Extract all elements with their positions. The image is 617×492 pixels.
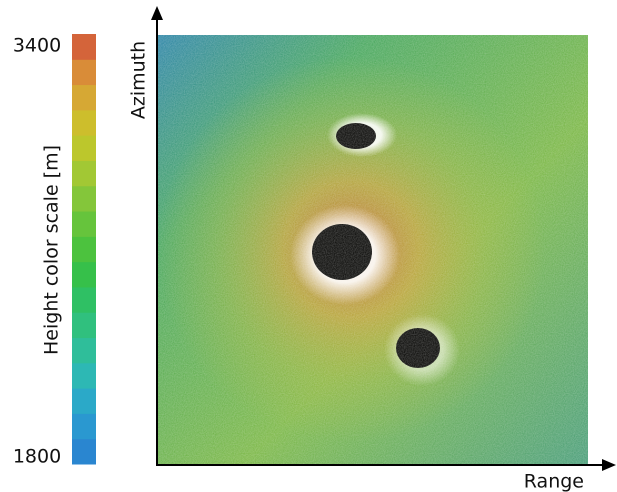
color-band (72, 388, 96, 414)
colorbar-min: 1800 (13, 446, 61, 468)
color-band (72, 185, 96, 212)
color-band (72, 59, 96, 86)
color-band (72, 236, 96, 263)
y-arrow (151, 6, 163, 20)
colorbar-label: Height color scale [m] (41, 145, 63, 355)
colorbar-max: 3400 (13, 35, 61, 57)
x-arrow (602, 459, 616, 471)
color-bar (72, 34, 96, 465)
color-band (72, 135, 96, 161)
color-band (72, 362, 96, 389)
color-band (72, 34, 96, 60)
color-band (72, 337, 96, 364)
color-band (72, 312, 96, 339)
color-band (72, 160, 96, 187)
x-axis-label: Range (524, 471, 584, 492)
color-band (72, 261, 96, 288)
color-band (72, 438, 96, 465)
sar-image (157, 35, 588, 464)
color-band (72, 211, 96, 237)
y-axis-label: Azimuth (128, 41, 150, 119)
color-band (72, 109, 96, 136)
color-band (72, 84, 96, 111)
color-band (72, 413, 96, 440)
color-band (72, 286, 96, 313)
